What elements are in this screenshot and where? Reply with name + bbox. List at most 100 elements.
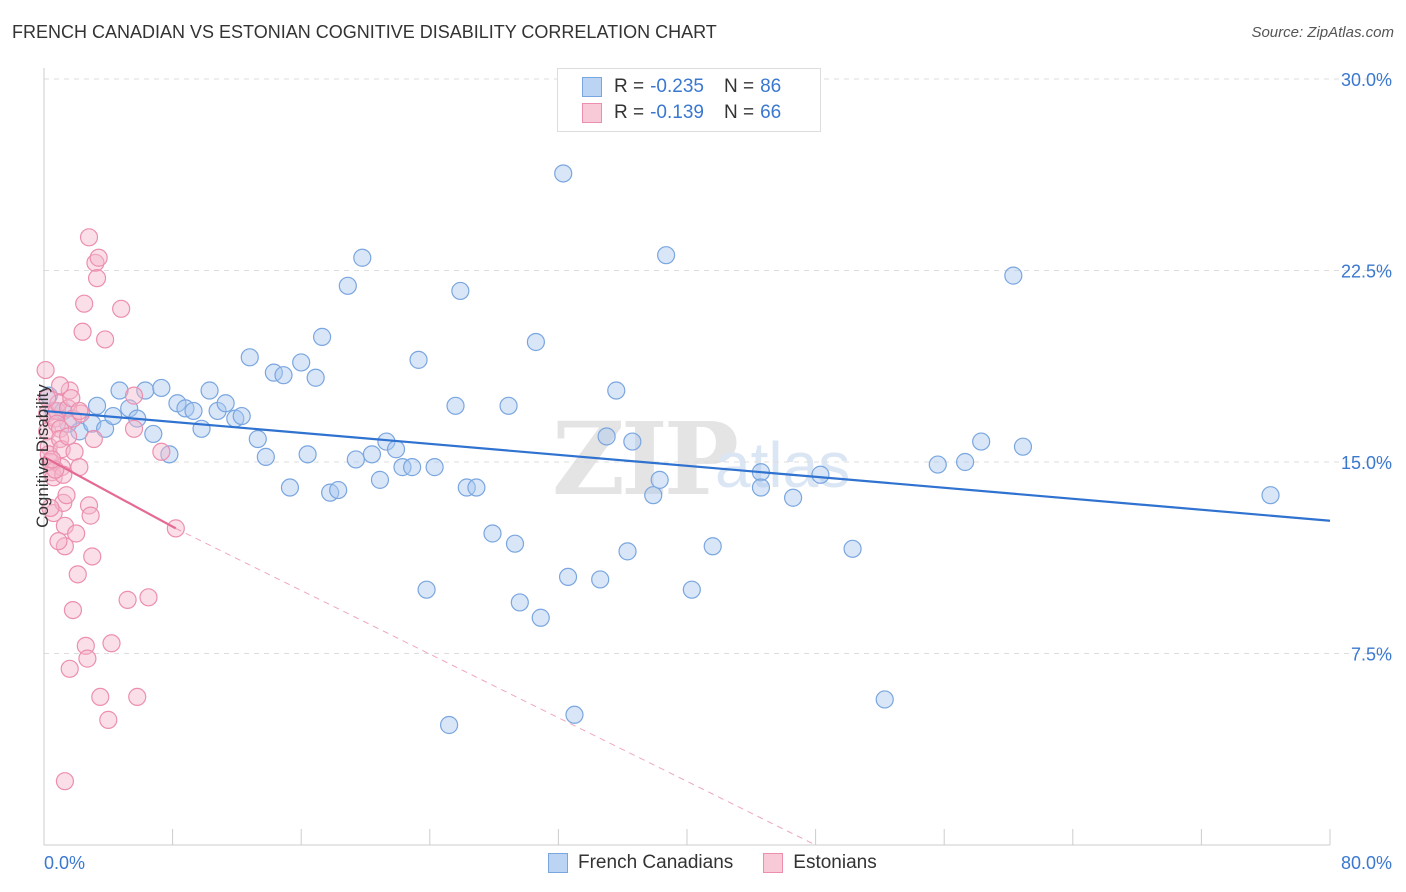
source-label: Source: ZipAtlas.com <box>1251 24 1394 41</box>
series-legend: French Canadians Estonians <box>548 852 907 874</box>
point-french-canadians <box>623 432 642 451</box>
point-french-canadians <box>510 593 529 612</box>
point-french-canadians <box>526 332 545 352</box>
point-french-canadians <box>409 350 428 369</box>
point-french-canadians <box>446 396 465 415</box>
point-estonians <box>81 506 100 525</box>
point-estonians <box>47 414 66 433</box>
legend-swatch-blue <box>582 77 602 97</box>
series-legend-item-estonians: Estonians <box>763 852 877 874</box>
point-estonians <box>112 299 131 318</box>
trend-line-estonians <box>43 455 177 530</box>
point-estonians <box>118 590 137 609</box>
point-french-canadians <box>682 580 701 599</box>
point-french-canadians <box>393 458 412 477</box>
correlation-legend: R = -0.235 N = 86 R = -0.139 N = 66 <box>557 68 821 132</box>
point-french-canadians <box>955 452 975 472</box>
point-estonians <box>38 389 57 408</box>
point-estonians <box>41 498 60 518</box>
point-estonians <box>59 427 78 446</box>
point-french-canadians <box>554 164 573 183</box>
point-french-canadians <box>240 348 259 367</box>
point-estonians <box>36 360 55 380</box>
point-french-canadians <box>467 478 486 497</box>
point-estonians <box>63 600 83 620</box>
point-french-canadians <box>425 458 444 477</box>
point-estonians <box>102 634 121 653</box>
point-french-canadians <box>457 478 476 497</box>
point-french-canadians <box>657 246 676 265</box>
point-estonians <box>91 687 110 707</box>
point-french-canadians <box>200 381 219 400</box>
legend-n-label: N = <box>723 102 755 123</box>
y-tick-label: 22.5% <box>1341 262 1392 282</box>
grid-lines <box>44 78 1392 654</box>
point-estonians <box>95 330 115 349</box>
y-tick-label: 15.0% <box>1341 453 1392 473</box>
point-estonians <box>75 294 94 313</box>
legend-row-estonians: R = -0.139 N = 66 <box>582 101 781 125</box>
point-french-canadians <box>306 368 325 387</box>
series-estonians <box>36 228 185 791</box>
series-french-canadians <box>39 80 1280 735</box>
point-estonians <box>99 710 118 729</box>
series-legend-label: French Canadians <box>578 852 734 873</box>
point-estonians <box>65 442 84 461</box>
point-estonians <box>60 381 79 400</box>
point-french-canadians <box>87 396 107 415</box>
legend-r-label: R = <box>614 102 645 123</box>
point-french-canadians <box>312 327 332 346</box>
point-french-canadians <box>370 470 390 489</box>
point-french-canadians <box>110 381 129 400</box>
point-french-canadians <box>353 248 372 267</box>
point-french-canadians <box>565 705 584 724</box>
point-french-canadians <box>451 281 470 301</box>
point-french-canadians <box>618 542 637 561</box>
point-french-canadians <box>703 537 722 556</box>
point-french-canadians <box>346 450 365 469</box>
chart-title: FRENCH CANADIAN VS ESTONIAN COGNITIVE DI… <box>12 22 717 42</box>
point-french-canadians <box>144 424 163 444</box>
point-french-canadians <box>152 378 171 398</box>
point-french-canadians <box>531 608 550 627</box>
point-french-canadians <box>751 478 771 497</box>
legend-swatch-pink <box>582 103 602 123</box>
point-french-canadians <box>650 470 669 489</box>
legend-r-value: -0.235 <box>650 76 704 97</box>
point-estonians <box>68 565 87 584</box>
point-french-canadians <box>499 396 518 415</box>
point-french-canadians <box>274 366 293 385</box>
point-estonians <box>152 442 171 461</box>
point-estonians <box>84 429 103 449</box>
point-french-canadians <box>928 455 947 474</box>
point-estonians <box>60 659 79 678</box>
y-tick-label: 7.5% <box>1351 645 1392 665</box>
legend-n-label: N = <box>723 76 755 97</box>
point-estonians <box>128 687 147 707</box>
point-estonians <box>124 386 144 405</box>
point-estonians <box>55 772 74 791</box>
point-french-canadians <box>875 690 894 709</box>
y-axis-label: Cognitive Disability <box>33 384 52 528</box>
point-french-canadians <box>843 539 862 558</box>
point-french-canadians <box>607 381 626 400</box>
point-estonians <box>139 588 158 607</box>
point-french-canadians <box>338 276 357 295</box>
point-french-canadians <box>298 445 317 464</box>
legend-r-value: -0.139 <box>650 102 704 123</box>
point-estonians <box>124 419 144 438</box>
point-estonians <box>83 547 102 566</box>
tick-labels: 7.5% 15.0% 22.5% 30.0% 0.0% 80.0% <box>44 70 1392 873</box>
point-french-canadians <box>329 480 348 500</box>
point-french-canadians <box>483 524 502 543</box>
point-estonians <box>49 532 68 551</box>
point-french-canadians <box>248 429 267 449</box>
series-legend-item-french-canadians: French Canadians <box>548 852 733 874</box>
point-french-canadians <box>1004 266 1023 285</box>
trend-line-estonians-extended <box>175 527 816 846</box>
legend-n-value: 66 <box>760 102 782 123</box>
watermark-atlas: atlas <box>715 429 851 501</box>
point-french-canadians <box>811 465 830 484</box>
point-estonians <box>73 322 92 341</box>
